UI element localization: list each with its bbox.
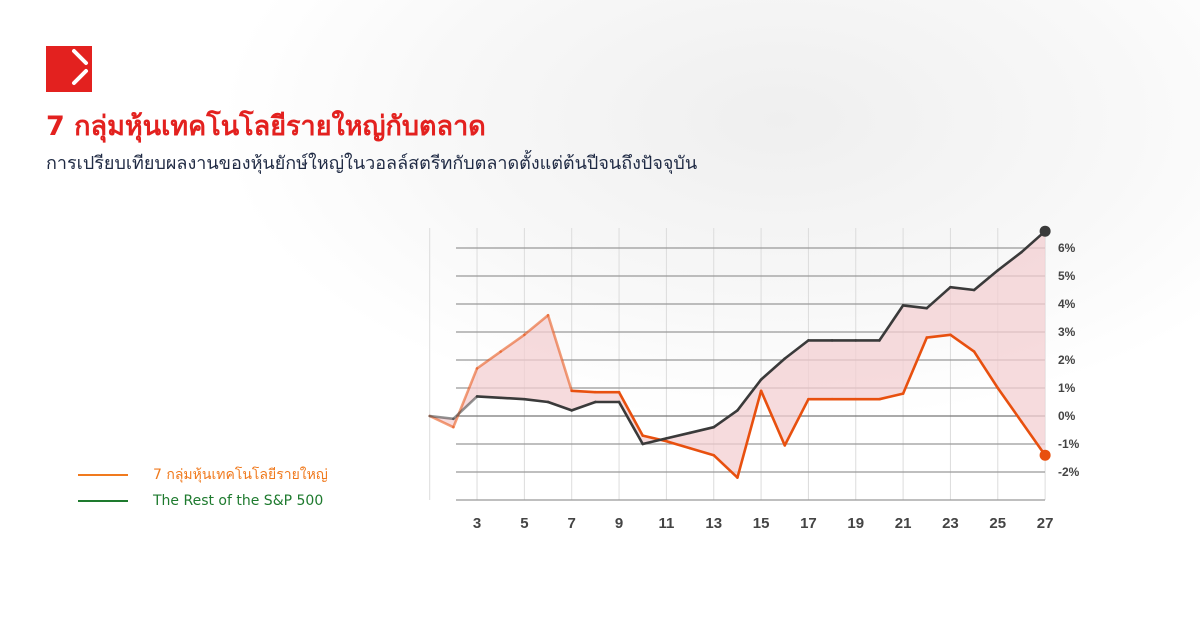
y-tick-label: 5% xyxy=(1058,269,1076,283)
series-tech-segment xyxy=(736,389,763,479)
series-rest-segment xyxy=(617,400,645,446)
series-tech-segment xyxy=(925,333,952,339)
series-rest-segment xyxy=(499,396,526,401)
y-tick-label: 6% xyxy=(1058,241,1076,255)
x-tick-label: 3 xyxy=(473,515,481,532)
y-tick-label: 2% xyxy=(1058,353,1076,367)
series-tech-segment xyxy=(972,350,1000,390)
x-tick-label: 7 xyxy=(568,515,576,532)
series-tech-segment xyxy=(665,439,692,450)
series-rest-segment xyxy=(925,285,952,310)
y-tick-label: -1% xyxy=(1058,437,1080,451)
series-rest-segment xyxy=(523,397,550,404)
series-tech-segment xyxy=(499,333,526,353)
series-rest-segment xyxy=(901,304,929,310)
legend-label-tech: 7 กลุ่มหุ้นเทคโนโลยีรายใหญ่ xyxy=(153,467,328,483)
series-rest-segment xyxy=(878,304,905,342)
legend: 7 กลุ่มหุ้นเทคโนโลยีรายใหญ่ The Rest of … xyxy=(78,462,328,514)
y-tick-label: 4% xyxy=(1058,297,1076,311)
series-tech-segment xyxy=(428,414,455,429)
area-between-series xyxy=(429,231,1046,478)
legend-item-tech: 7 กลุ่มหุ้นเทคโนโลยีรายใหญ่ xyxy=(78,462,328,488)
x-tick-label: 17 xyxy=(800,515,817,532)
series-rest-segment xyxy=(475,395,503,400)
legend-swatch-tech xyxy=(78,474,128,476)
x-tick-label: 19 xyxy=(847,515,864,532)
legend-item-rest: The Rest of the S&P 500 xyxy=(78,488,328,514)
series-rest-segment xyxy=(972,269,1000,292)
series-rest-segment xyxy=(546,400,574,412)
series-rest-segment xyxy=(712,409,739,429)
y-tick-label: 1% xyxy=(1058,381,1076,395)
legend-label-rest: The Rest of the S&P 500 xyxy=(153,493,324,509)
series-rest-segment xyxy=(736,378,763,412)
series-tech-segment xyxy=(570,389,597,394)
brand-logo xyxy=(46,46,92,92)
x-tick-label: 11 xyxy=(658,515,674,532)
series-rest-segment xyxy=(759,357,787,381)
x-tick-label: 27 xyxy=(1037,515,1054,532)
series-tech-segment xyxy=(712,453,739,479)
series-rest-end-point xyxy=(1039,225,1051,237)
y-tick-label: 0% xyxy=(1058,409,1076,423)
series-tech-segment xyxy=(996,386,1023,423)
series-tech-segment xyxy=(949,333,976,353)
x-tick-label: 13 xyxy=(705,515,722,532)
series-rest-segment xyxy=(783,339,810,360)
series-tech-end-point xyxy=(1039,449,1051,461)
series-tech-segment xyxy=(523,313,550,337)
series-tech-segment xyxy=(688,446,716,457)
series-tech-segment xyxy=(901,336,929,395)
series-tech-segment xyxy=(546,313,574,393)
x-tick-label: 15 xyxy=(753,515,770,532)
x-tick-label: 5 xyxy=(520,515,528,532)
series-rest-segment xyxy=(428,414,455,421)
series-tech-segment xyxy=(759,389,787,447)
page-subtitle: การเปรียบเทียบผลงานของหุ้นยักษ์ใหญ่ในวอล… xyxy=(46,153,698,174)
series-tech-segment xyxy=(475,350,503,370)
x-tick-label: 9 xyxy=(615,515,623,532)
legend-swatch-rest xyxy=(78,500,128,502)
series-rest-segment xyxy=(452,395,479,421)
series-rest-segment xyxy=(996,250,1023,272)
series-rest-segment xyxy=(949,285,976,292)
series-rest-segment xyxy=(641,437,668,446)
page-title: 7 กลุ่มหุ้นเทคโนโลยีรายใหญ่กับตลาด xyxy=(46,111,486,142)
y-tick-label: 3% xyxy=(1058,325,1076,339)
series-tech-segment xyxy=(878,392,905,401)
series-tech-segment xyxy=(1020,420,1047,457)
x-tick-label: 23 xyxy=(942,515,959,532)
series-rest-segment xyxy=(570,400,597,412)
x-tick-label: 21 xyxy=(895,515,912,532)
series-tech-segment xyxy=(452,367,479,429)
series-tech-segment xyxy=(617,390,645,437)
series-rest-segment xyxy=(665,431,692,440)
y-tick-label: -2% xyxy=(1058,465,1080,479)
series-tech-segment xyxy=(783,397,810,447)
x-tick-label: 25 xyxy=(989,515,1006,532)
series-rest-segment xyxy=(688,425,716,435)
